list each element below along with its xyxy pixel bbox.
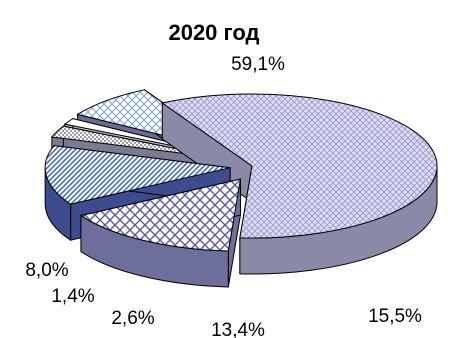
chart-title: 2020 год (168, 20, 259, 45)
slice-data-label: 15,5% (368, 306, 422, 327)
slice-data-label: 13,4% (211, 320, 265, 338)
pie-slice-top (79, 178, 242, 252)
slice-data-label: 8,0% (25, 260, 68, 281)
slice-data-label: 59,1% (231, 54, 285, 75)
slice-data-label: 2,6% (111, 308, 154, 329)
slice-data-label: 1,4% (51, 286, 94, 307)
pie-slice (79, 178, 242, 288)
pie-slice-top (44, 145, 231, 205)
pie-slice-top (161, 93, 438, 239)
